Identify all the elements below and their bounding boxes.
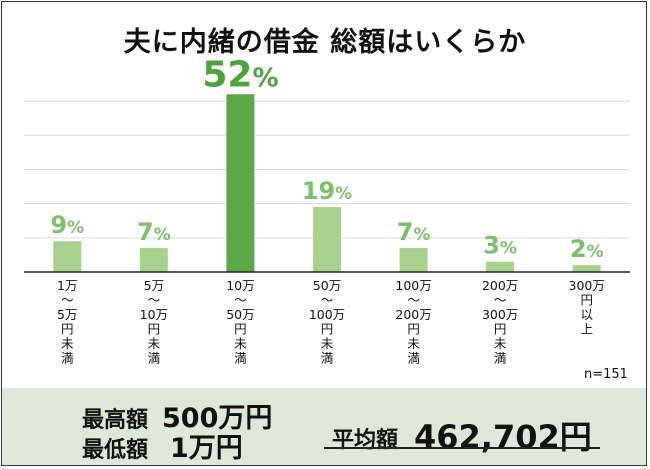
category-label: 5万 (144, 278, 164, 293)
category-label: 満 (321, 351, 334, 366)
min-value: 1万円 (170, 433, 243, 464)
category-label: 300万 (482, 307, 518, 322)
category-label: 円 (61, 322, 74, 337)
category-label: 〜 (148, 293, 161, 308)
category-label: 円 (407, 322, 420, 337)
value-label: 3% (483, 232, 517, 260)
value-label: 9% (50, 211, 84, 239)
category-label: 50万 (313, 278, 341, 293)
category-label: 300万 (569, 278, 605, 293)
category-label: 200万 (395, 307, 431, 322)
category-label: 円 (234, 322, 247, 337)
category-label: 〜 (321, 293, 334, 308)
category-label: 1万 (57, 278, 77, 293)
category-label: 満 (234, 351, 247, 366)
max-label: 最高額 (82, 408, 149, 433)
category-label: 未 (494, 336, 507, 351)
bar (572, 265, 601, 272)
category-label: 未 (321, 336, 334, 351)
sample-size-note: n=151 (584, 367, 628, 382)
category-label: 未 (61, 336, 74, 351)
category-label: 円 (580, 293, 593, 308)
bar (313, 207, 341, 272)
value-label: 19% (302, 177, 352, 205)
category-label: 10万 (226, 278, 254, 293)
category-label: 満 (148, 351, 161, 366)
category-label: 未 (407, 336, 420, 351)
category-label: 100万 (309, 307, 345, 322)
bar (139, 248, 168, 272)
summary-panel: 最高額 500万円 最低額 1万円 平均額 462,702円 (2, 388, 646, 465)
category-label: 〜 (61, 293, 74, 308)
category-label: 〜 (494, 293, 507, 308)
bar (53, 241, 82, 272)
max-value: 500万円 (162, 403, 273, 434)
average-label: 平均額 (332, 428, 399, 453)
category-label: 上 (580, 322, 593, 337)
category-label: 200万 (482, 278, 518, 293)
category-label: 満 (494, 351, 507, 366)
average-underline (324, 447, 600, 449)
category-label: 満 (407, 351, 420, 366)
category-label: 以 (580, 307, 593, 322)
bar-chart: 9%1万〜5万円未満7%5万〜10万円未満52%10万〜50万円未満19%50万… (24, 54, 630, 366)
bar (226, 94, 255, 272)
chart-title: 夫に内緒の借金 総額はいくらか (123, 27, 527, 58)
value-label: 2% (570, 235, 604, 263)
category-label: 〜 (234, 293, 247, 308)
category-label: 満 (61, 351, 74, 366)
category-label: 〜 (407, 293, 420, 308)
category-label: 円 (494, 322, 507, 337)
value-label: 52% (202, 54, 278, 95)
category-label: 10万 (140, 307, 168, 322)
bar (486, 261, 515, 272)
min-label: 最低額 (82, 438, 149, 463)
value-label: 7% (397, 218, 431, 246)
value-label: 7% (137, 218, 171, 246)
category-label: 円 (148, 322, 161, 337)
category-label: 5万 (57, 307, 77, 322)
category-label: 未 (148, 336, 161, 351)
category-label: 未 (234, 336, 247, 351)
category-label: 100万 (395, 278, 431, 293)
category-label: 円 (321, 322, 334, 337)
average-value: 462,702円 (414, 418, 592, 456)
category-label: 50万 (226, 307, 254, 322)
bar (399, 248, 428, 272)
